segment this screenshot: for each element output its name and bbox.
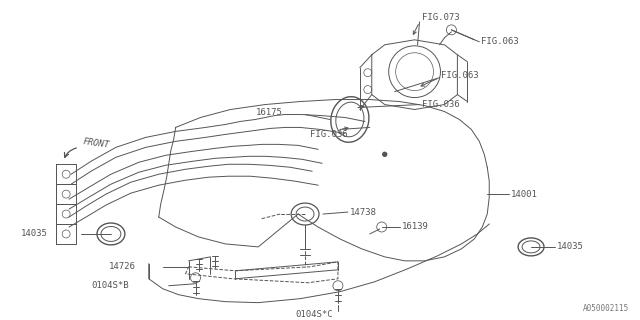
Text: FIG.036: FIG.036	[310, 130, 348, 139]
Text: FRONT: FRONT	[83, 137, 110, 149]
Circle shape	[383, 152, 387, 156]
Text: 14726: 14726	[109, 262, 136, 271]
Text: 14035: 14035	[21, 229, 48, 238]
Text: 14001: 14001	[511, 190, 538, 199]
Text: 0104S*B: 0104S*B	[91, 281, 129, 290]
Text: FIG.063: FIG.063	[481, 37, 519, 46]
Text: FIG.036: FIG.036	[422, 100, 459, 109]
Text: 14738: 14738	[350, 208, 377, 217]
Text: FIG.063: FIG.063	[442, 71, 479, 80]
Text: 14035: 14035	[557, 242, 584, 252]
Text: A050002115: A050002115	[582, 304, 628, 313]
Text: 16175: 16175	[256, 108, 283, 117]
Text: 16139: 16139	[402, 222, 429, 231]
Text: 0104S*C: 0104S*C	[295, 310, 333, 319]
Text: FIG.073: FIG.073	[422, 13, 459, 22]
